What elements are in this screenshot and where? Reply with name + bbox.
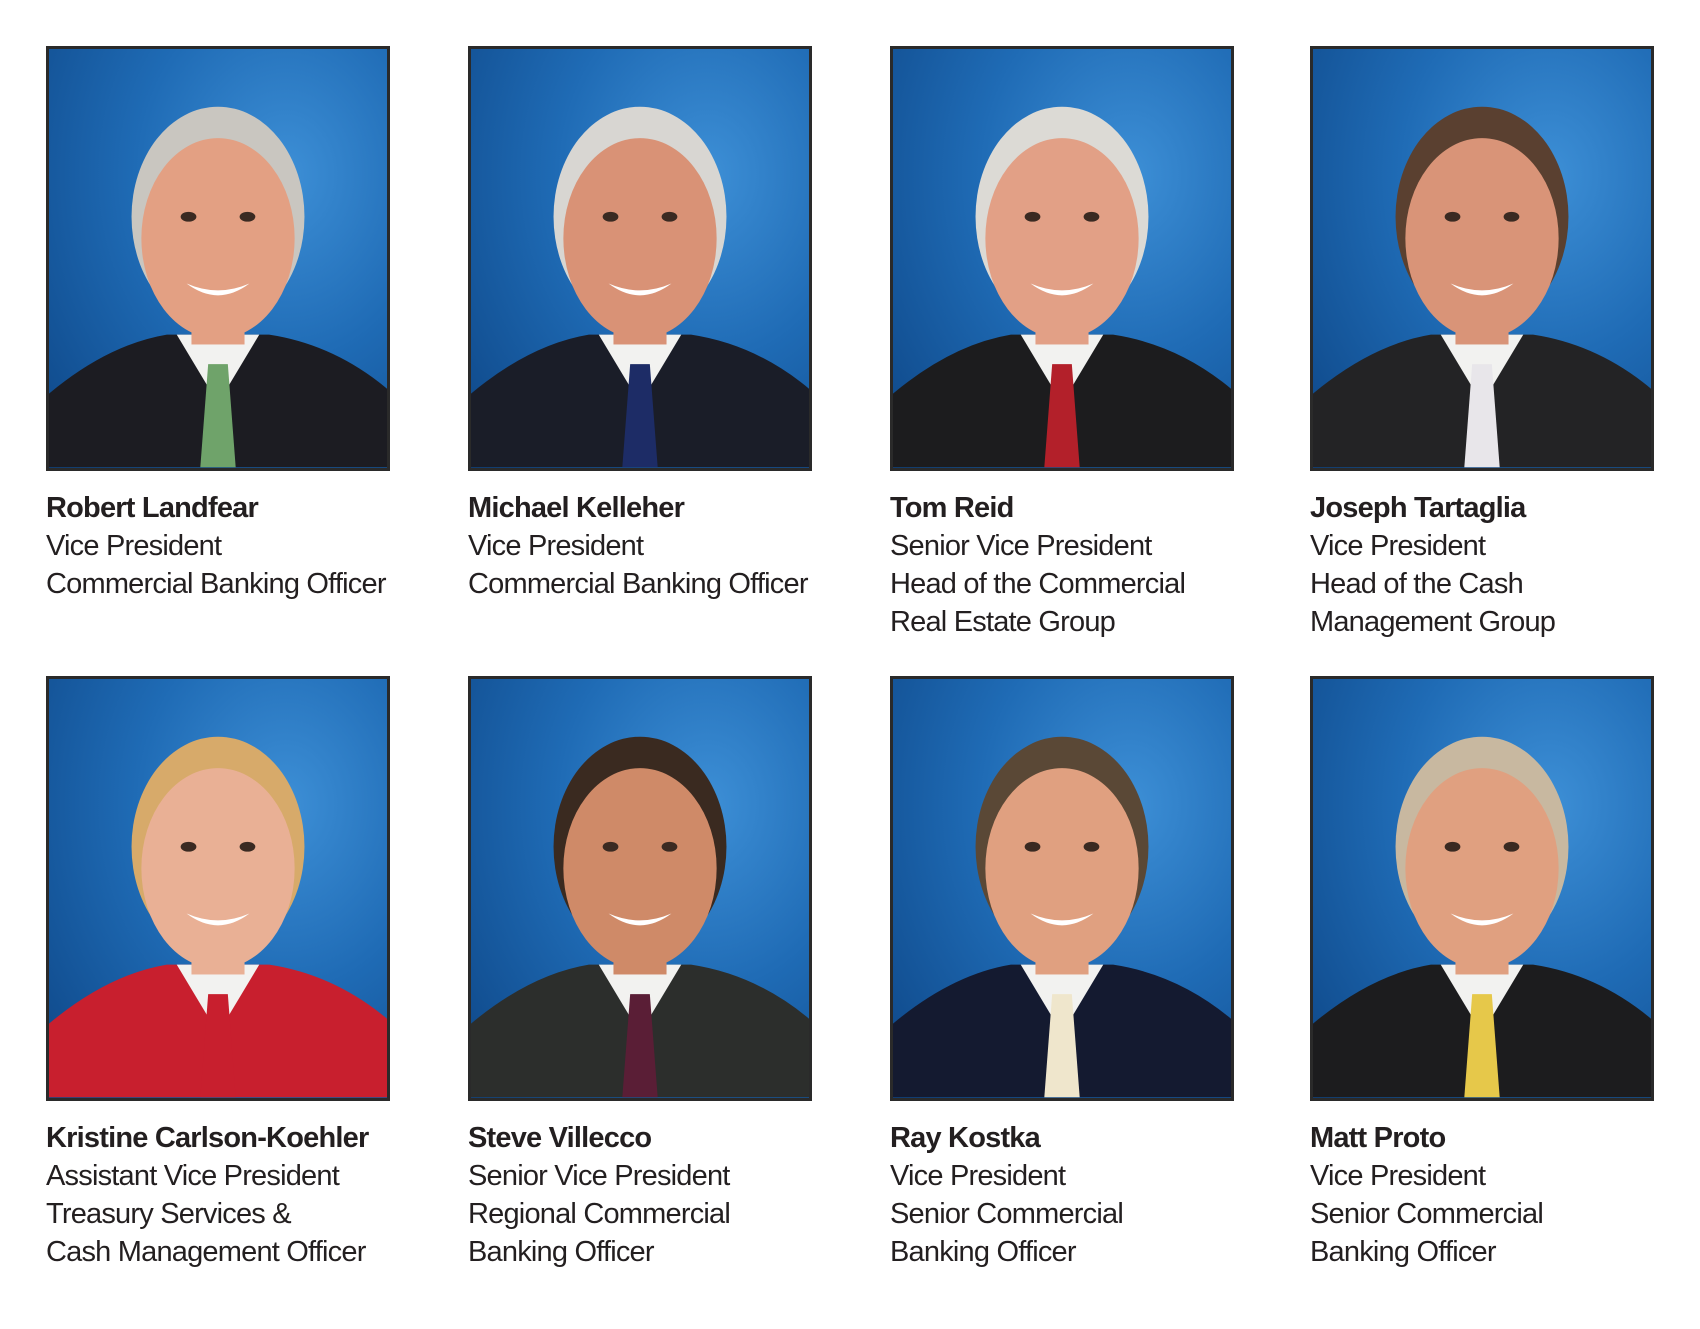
staff-portrait	[890, 676, 1234, 1101]
staff-title-line: Management Group	[1310, 606, 1556, 638]
staff-portrait	[46, 46, 390, 471]
staff-title-line: Cash Management Officer	[46, 1236, 366, 1268]
staff-portrait	[1310, 46, 1654, 471]
staff-title-line: Head of the Cash	[1310, 568, 1524, 600]
staff-name: Steve Villecco	[468, 1122, 652, 1154]
staff-name: Tom Reid	[890, 492, 1014, 524]
staff-portrait	[890, 46, 1234, 471]
staff-title-line: Treasury Services &	[46, 1198, 292, 1230]
staff-portrait	[1310, 676, 1654, 1101]
staff-portrait	[468, 676, 812, 1101]
staff-title-line: Real Estate Group	[890, 606, 1116, 638]
staff-title-line: Commercial Banking Officer	[46, 568, 386, 600]
staff-portrait	[46, 676, 390, 1101]
staff-title-line: Vice President	[890, 1160, 1066, 1192]
staff-title-line: Vice President	[1310, 1160, 1486, 1192]
staff-name: Ray Kostka	[890, 1122, 1041, 1154]
staff-card: Robert Landfear Vice President Commercial …	[46, 46, 390, 603]
staff-portrait	[468, 46, 812, 471]
staff-card: Michael Kelleher Vice President Commercial…	[468, 46, 812, 603]
staff-title-line: Vice President	[46, 530, 222, 562]
staff-title-line: Assistant Vice President	[46, 1160, 340, 1192]
staff-title-line: Head of the Commercial	[890, 568, 1186, 600]
staff-card: Ray Kostka Vice President Senior Commercia…	[890, 676, 1234, 1271]
staff-title-line: Commercial Banking Officer	[468, 568, 808, 600]
staff-title-line: Senior Commercial	[890, 1198, 1124, 1230]
staff-title-line: Vice President	[468, 530, 644, 562]
staff-name: Matt Proto	[1310, 1122, 1446, 1154]
staff-name: Robert Landfear	[46, 492, 259, 524]
staff-title-line: Senior Commercial	[1310, 1198, 1544, 1230]
staff-title-line: Banking Officer	[1310, 1236, 1497, 1268]
staff-card: Kristine Carlson-Koehler Assistant Vice P…	[46, 676, 390, 1271]
staff-title-line: Senior Vice President	[468, 1160, 730, 1192]
staff-title-line: Regional Commercial	[468, 1198, 731, 1230]
staff-card: Tom Reid Senior Vice President Head of the…	[890, 46, 1234, 641]
staff-name: Joseph Tartaglia	[1310, 492, 1526, 524]
staff-card: Joseph Tartaglia Vice President Head of th…	[1310, 46, 1654, 641]
staff-title-line: Vice President	[1310, 530, 1486, 562]
staff-title-line: Banking Officer	[468, 1236, 655, 1268]
staff-card: Steve Villecco Senior Vice President Regio…	[468, 676, 812, 1271]
staff-title-line: Banking Officer	[890, 1236, 1077, 1268]
staff-name: Kristine Carlson-Koehler	[46, 1122, 369, 1154]
staff-card: Matt Proto Vice President Senior Commercia…	[1310, 676, 1654, 1271]
staff-title-line: Senior Vice President	[890, 530, 1152, 562]
staff-name: Michael Kelleher	[468, 492, 685, 524]
